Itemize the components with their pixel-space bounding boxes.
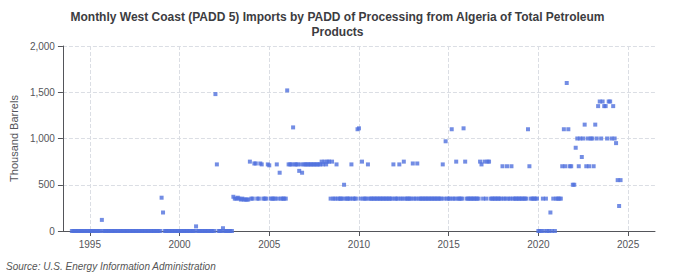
svg-text:Products: Products <box>311 25 363 39</box>
svg-text:500: 500 <box>38 179 55 190</box>
svg-text:2,000: 2,000 <box>30 41 55 52</box>
svg-text:Monthly West Coast (PADD 5) Im: Monthly West Coast (PADD 5) Imports by P… <box>70 10 604 24</box>
svg-text:Source: U.S. Energy Informatio: Source: U.S. Energy Information Administ… <box>6 261 216 272</box>
svg-text:1,500: 1,500 <box>30 87 55 98</box>
svg-text:2005: 2005 <box>258 239 281 250</box>
svg-text:1995: 1995 <box>79 239 102 250</box>
svg-text:1,000: 1,000 <box>30 133 55 144</box>
svg-text:2025: 2025 <box>617 239 640 250</box>
svg-text:2015: 2015 <box>438 239 461 250</box>
svg-text:2020: 2020 <box>527 239 550 250</box>
svg-text:0: 0 <box>49 226 55 237</box>
svg-text:Thousand Barrels: Thousand Barrels <box>8 95 20 182</box>
svg-text:2000: 2000 <box>168 239 191 250</box>
svg-text:2010: 2010 <box>348 239 371 250</box>
